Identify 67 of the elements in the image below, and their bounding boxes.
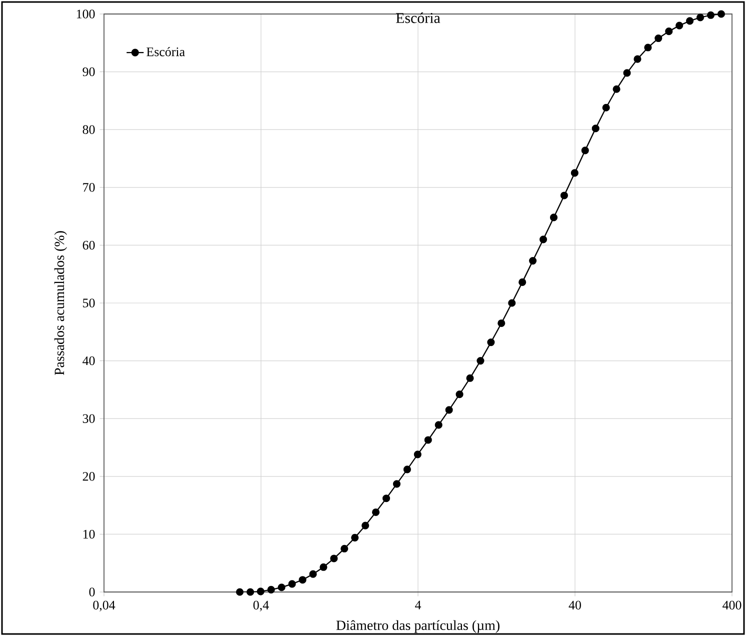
point xyxy=(466,374,474,382)
y-tick-label: 0 xyxy=(89,588,95,596)
y-tick-label: 100 xyxy=(76,10,95,18)
y-tick-label: 80 xyxy=(82,125,95,134)
y-tick-label: 70 xyxy=(83,183,95,192)
point xyxy=(717,10,726,18)
x-tick-label: 40 xyxy=(568,600,581,610)
point xyxy=(644,44,652,52)
point xyxy=(508,299,516,307)
point xyxy=(445,406,453,414)
point xyxy=(487,338,495,346)
x-tick-label: 4 xyxy=(415,600,422,610)
point xyxy=(309,570,317,578)
point xyxy=(340,544,348,552)
point xyxy=(665,28,673,36)
point xyxy=(320,563,328,571)
point xyxy=(560,192,568,200)
point xyxy=(498,319,506,328)
y-tick-label: 40 xyxy=(82,356,95,366)
point xyxy=(330,554,338,562)
y-tick-label: 30 xyxy=(82,414,95,423)
point xyxy=(570,169,578,177)
point xyxy=(634,55,642,63)
point xyxy=(456,390,464,398)
point xyxy=(362,522,370,530)
point xyxy=(288,580,296,588)
point xyxy=(267,586,275,594)
point xyxy=(612,85,620,93)
point xyxy=(676,22,684,30)
y-axis-title: Passados acumulados (%) xyxy=(54,231,67,376)
point xyxy=(518,278,526,286)
point xyxy=(686,17,694,25)
x-tick-label: 0,4 xyxy=(253,600,269,612)
point xyxy=(382,494,390,502)
y-tick-label: 10 xyxy=(83,530,95,539)
point xyxy=(434,421,442,429)
x-axis-title: Diâmetro das partículas (µm) xyxy=(336,620,500,633)
y-tick-label: 20 xyxy=(82,472,95,481)
point xyxy=(278,584,286,592)
y-tick-label: 50 xyxy=(83,298,95,308)
point xyxy=(236,588,244,596)
point xyxy=(372,508,380,516)
point xyxy=(623,69,631,77)
point xyxy=(256,588,264,596)
chart-title: Escória xyxy=(396,12,440,24)
point xyxy=(476,357,484,365)
point xyxy=(529,257,537,265)
point xyxy=(246,588,254,596)
point xyxy=(696,14,704,22)
point xyxy=(298,576,306,584)
legend-label: Escória xyxy=(146,47,185,56)
point xyxy=(592,124,600,132)
point xyxy=(602,104,610,112)
x-tick-label: 400 xyxy=(722,600,742,610)
point xyxy=(424,436,432,444)
y-tick-label: 60 xyxy=(82,240,95,250)
point xyxy=(581,146,589,154)
point xyxy=(351,534,359,542)
point xyxy=(540,236,548,244)
x-tick-label: 0,04 xyxy=(93,600,116,612)
point xyxy=(414,450,422,458)
y-tick-label: 90 xyxy=(82,67,95,76)
point xyxy=(403,466,411,474)
point xyxy=(654,34,662,42)
point xyxy=(550,214,558,222)
point xyxy=(706,11,715,19)
point xyxy=(392,480,401,488)
